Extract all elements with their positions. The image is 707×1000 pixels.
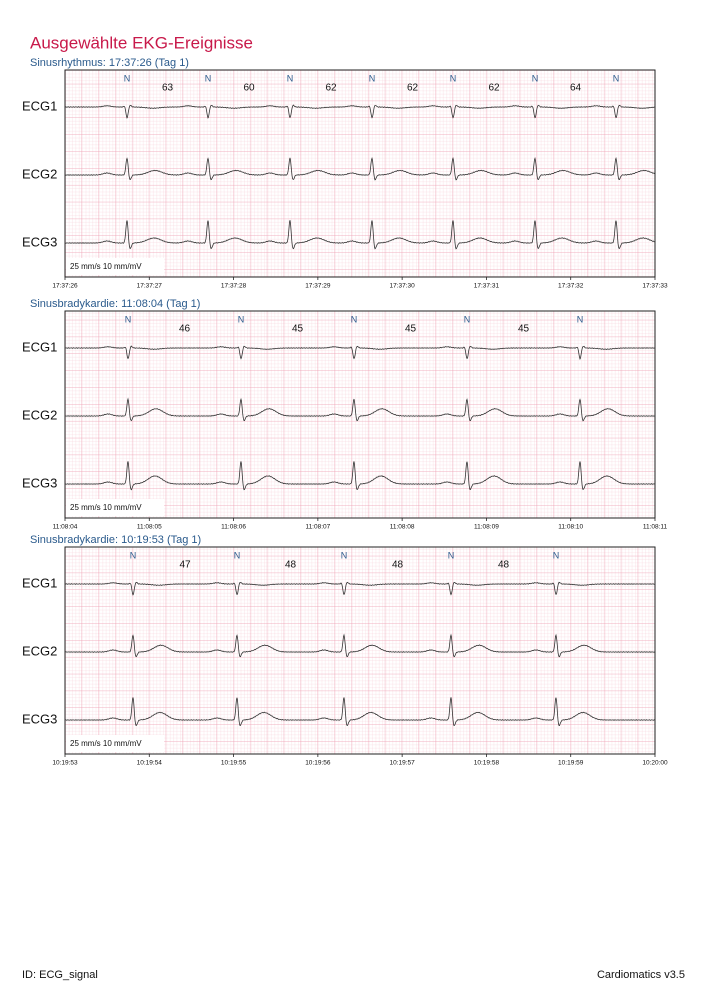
- strip-header: Sinusrhythmus: 17:37:26 (Tag 1): [30, 57, 189, 69]
- lead-label: ECG3: [22, 234, 57, 249]
- beat-annotation: N: [124, 73, 131, 83]
- time-label: 17:37:28: [221, 283, 247, 290]
- scale-box: [66, 499, 164, 516]
- beat-annotation: N: [577, 314, 584, 324]
- time-label: 10:19:58: [474, 760, 500, 767]
- heart-rate: 60: [243, 83, 255, 94]
- heart-rate: 47: [179, 560, 191, 571]
- beat-annotation: N: [450, 73, 457, 83]
- ecg-trace: [64, 220, 656, 250]
- footer-id: ID: ECG_signal: [22, 969, 98, 981]
- time-label: 11:08:08: [390, 524, 415, 531]
- strip-header: Sinusbradykardie: 10:19:53 (Tag 1): [30, 534, 201, 546]
- time-label: 17:37:29: [305, 283, 331, 290]
- time-label: 11:08:11: [643, 524, 668, 531]
- heart-rate: 48: [392, 560, 404, 571]
- beat-annotation: N: [341, 550, 348, 560]
- time-label: 10:19:59: [558, 760, 584, 767]
- time-label: 11:08:06: [221, 524, 246, 531]
- beat-annotation: N: [464, 314, 471, 324]
- beat-annotation: N: [125, 314, 132, 324]
- lead-label: ECG1: [22, 98, 57, 113]
- beat-annotation: N: [613, 73, 620, 83]
- scale-label: 25 mm/s 10 mm/mV: [70, 739, 142, 748]
- beat-annotation: N: [234, 550, 241, 560]
- strip-frame: [64, 546, 656, 755]
- time-label: 17:37:30: [389, 283, 415, 290]
- scale-label: 25 mm/s 10 mm/mV: [70, 503, 142, 512]
- beat-annotation: N: [448, 550, 455, 560]
- time-label: 11:08:04: [53, 524, 78, 531]
- beat-annotation: N: [369, 73, 376, 83]
- heart-rate: 45: [405, 324, 417, 335]
- ecg-trace: [64, 397, 656, 422]
- ecg-trace: [64, 697, 656, 727]
- heart-rate: 45: [292, 324, 304, 335]
- ecg-grid: [65, 311, 655, 518]
- beat-annotation: N: [205, 73, 212, 83]
- time-label: 17:37:33: [642, 283, 668, 290]
- heart-rate: 62: [488, 83, 500, 94]
- time-label: 17:37:31: [474, 283, 500, 290]
- beat-annotation: N: [553, 550, 560, 560]
- footer-version: Cardiomatics v3.5: [597, 969, 685, 981]
- strip-header: Sinusbradykardie: 11:08:04 (Tag 1): [30, 298, 200, 310]
- time-label: 11:08:05: [137, 524, 162, 531]
- scale-box: [66, 735, 164, 752]
- heart-rate: 64: [570, 83, 582, 94]
- time-label: 17:37:26: [52, 283, 78, 290]
- lead-label: ECG2: [22, 643, 57, 658]
- time-label: 11:08:07: [305, 524, 330, 531]
- ecg-grid: [65, 70, 655, 277]
- time-label: 11:08:10: [558, 524, 583, 531]
- time-label: 10:19:53: [52, 760, 78, 767]
- time-label: 10:19:54: [137, 760, 163, 767]
- ecg-trace: [64, 104, 656, 119]
- ecg-trace: [64, 461, 656, 491]
- beat-annotation: N: [287, 73, 294, 83]
- ecg-trace: [64, 633, 656, 658]
- time-label: 10:19:57: [389, 760, 415, 767]
- scale-label: 25 mm/s 10 mm/mV: [70, 262, 142, 271]
- time-label: 10:19:56: [305, 760, 331, 767]
- time-label: 11:08:09: [474, 524, 499, 531]
- heart-rate: 62: [325, 83, 337, 94]
- ecg-trace: [64, 156, 656, 181]
- strip-frame: [64, 310, 656, 519]
- lead-label: ECG1: [22, 575, 57, 590]
- time-label: 10:20:00: [642, 760, 668, 767]
- heart-rate: 45: [518, 324, 530, 335]
- lead-label: ECG1: [22, 339, 57, 354]
- beat-annotation: N: [238, 314, 245, 324]
- lead-label: ECG2: [22, 166, 57, 181]
- heart-rate: 48: [498, 560, 510, 571]
- time-label: 17:37:32: [558, 283, 584, 290]
- page-title: Ausgewählte EKG-Ereignisse: [30, 33, 253, 52]
- heart-rate: 62: [407, 83, 419, 94]
- lead-label: ECG3: [22, 475, 57, 490]
- beat-annotation: N: [351, 314, 358, 324]
- lead-label: ECG2: [22, 407, 57, 422]
- beat-annotation: N: [130, 550, 137, 560]
- heart-rate: 48: [285, 560, 297, 571]
- ecg-trace: [65, 345, 656, 361]
- ecg-trace: [64, 581, 656, 596]
- time-label: 17:37:27: [137, 283, 163, 290]
- lead-label: ECG3: [22, 711, 57, 726]
- scale-box: [66, 258, 164, 275]
- beat-annotation: N: [532, 73, 539, 83]
- heart-rate: 63: [162, 83, 174, 94]
- time-label: 10:19:55: [221, 760, 247, 767]
- heart-rate: 46: [179, 324, 191, 335]
